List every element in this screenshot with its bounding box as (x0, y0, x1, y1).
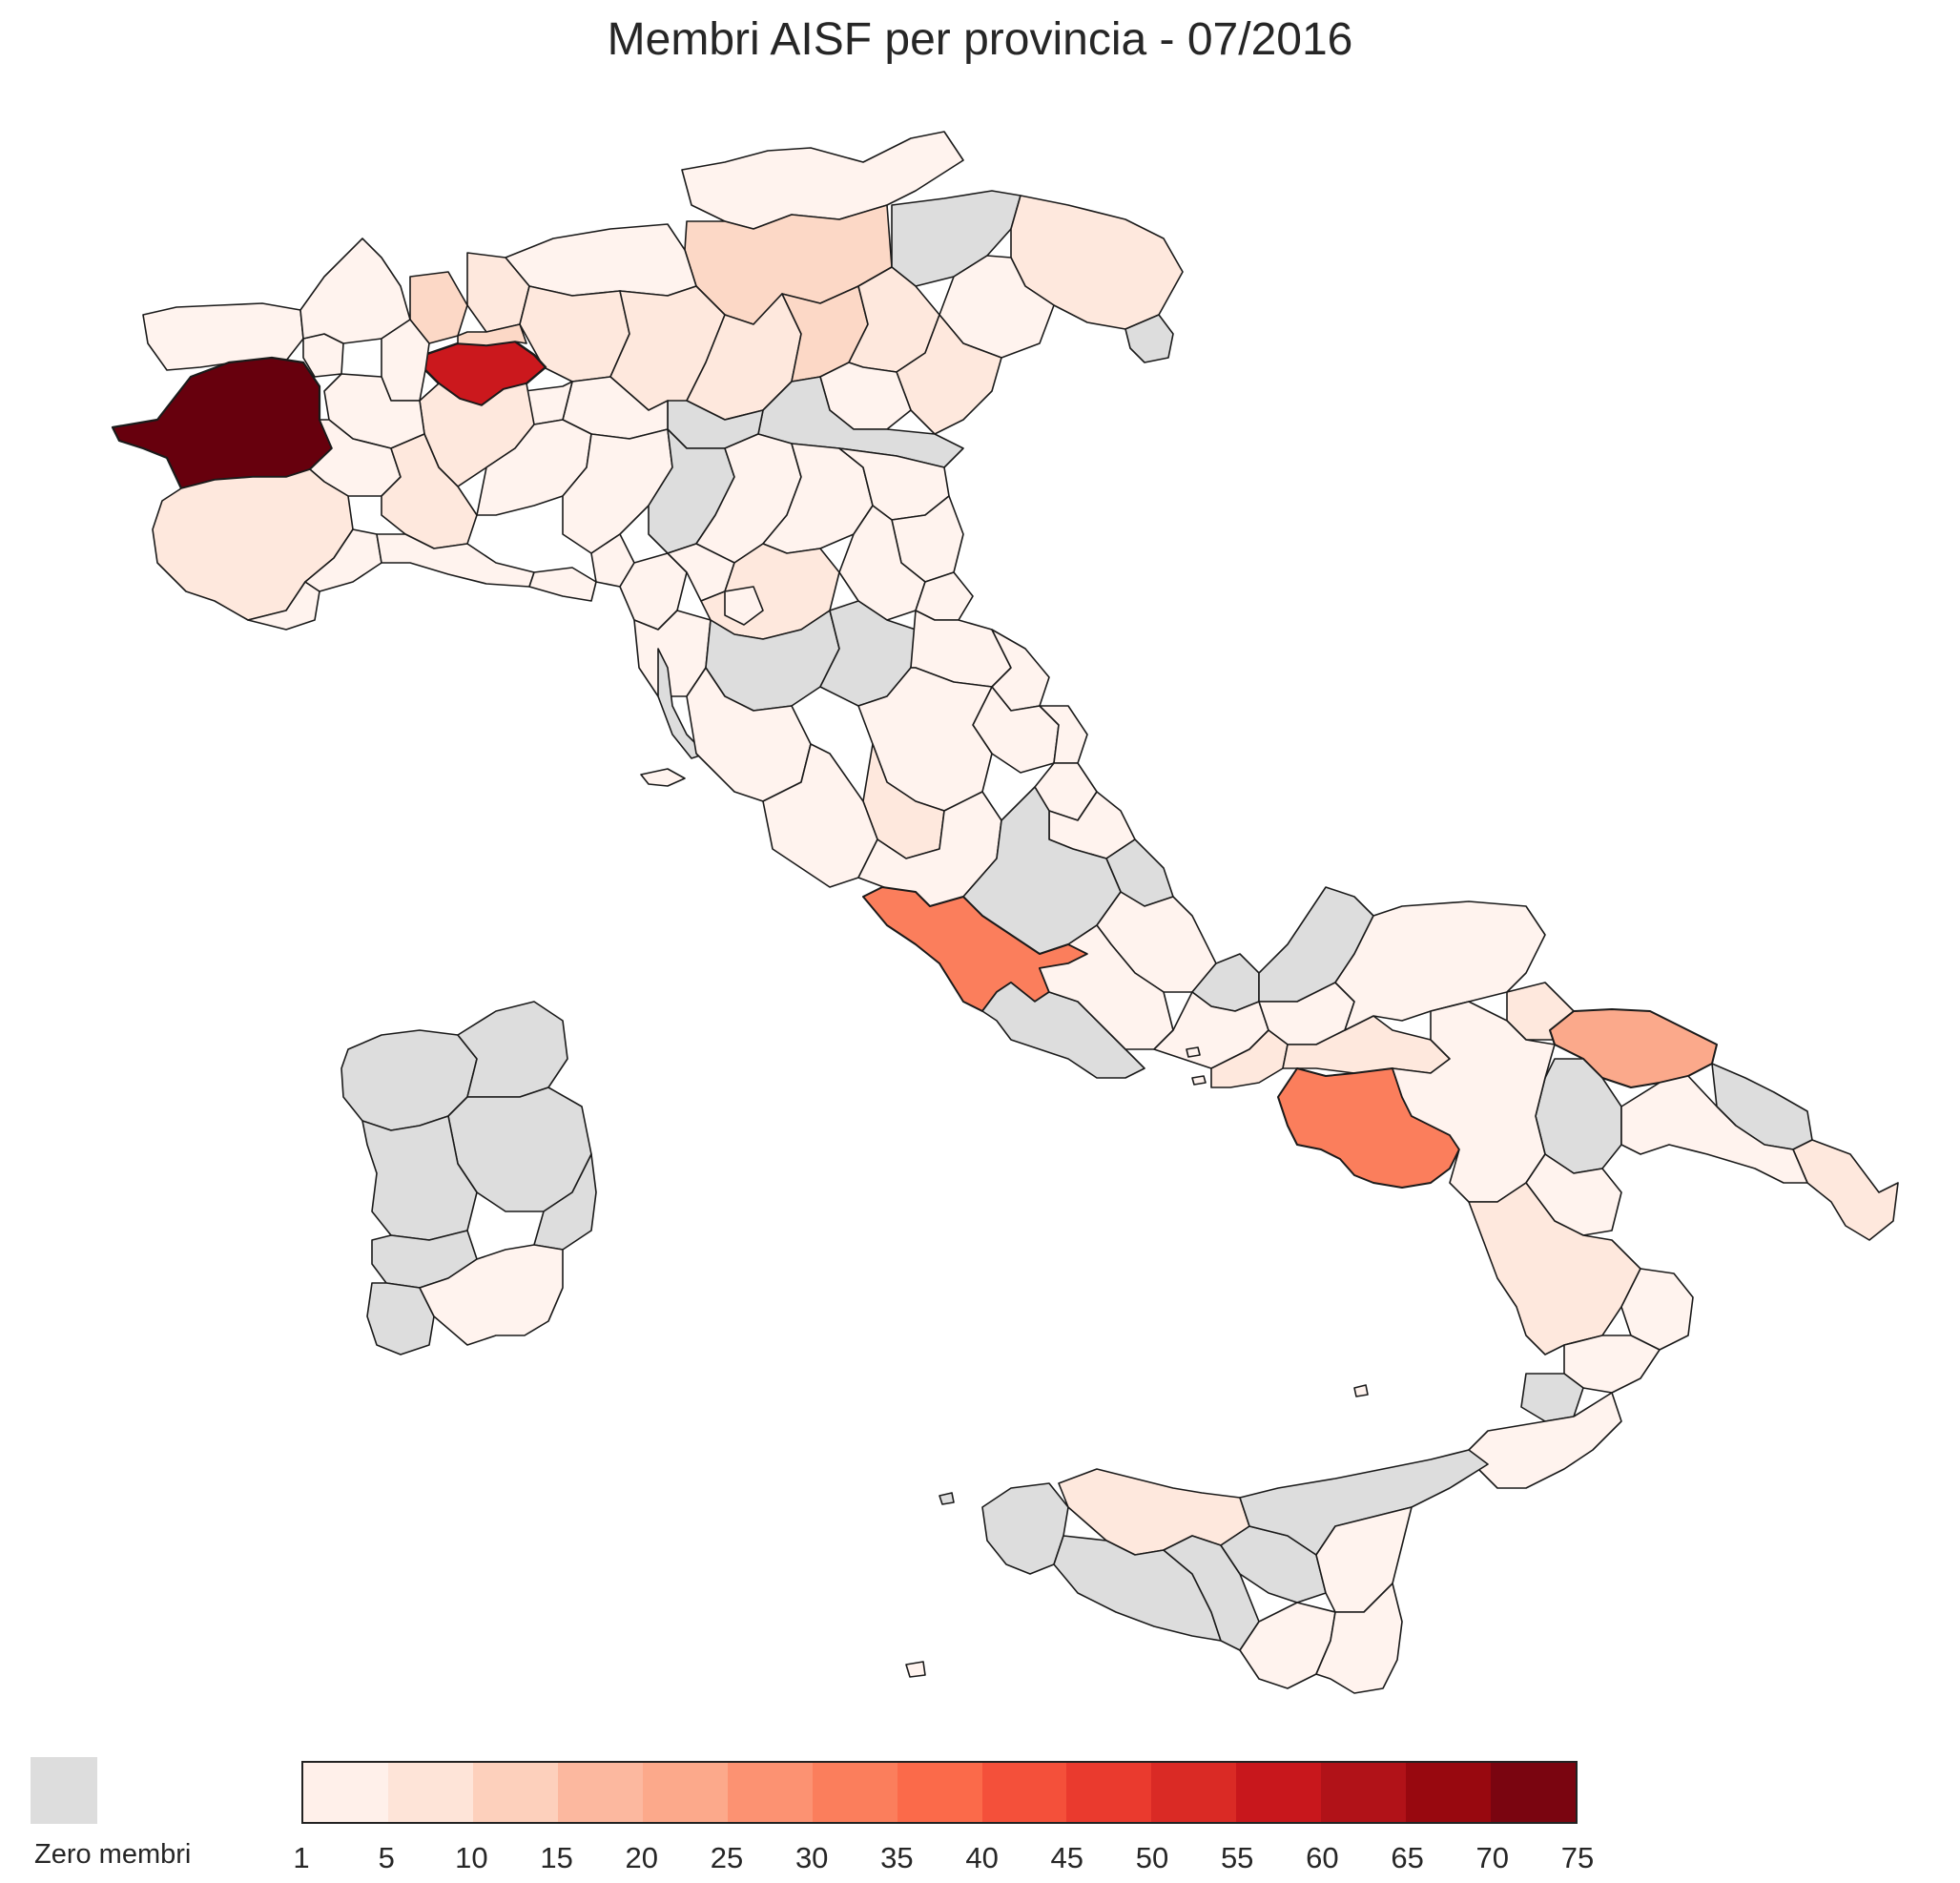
colorbar-segment (303, 1763, 388, 1822)
colorbar-tick-label: 1 (293, 1841, 310, 1874)
island-pantelleria (905, 1661, 926, 1678)
province-prato (724, 586, 764, 626)
province-monza (457, 323, 527, 346)
province-salento-mid (1620, 1075, 1808, 1184)
colorbar-segment (1406, 1763, 1492, 1822)
province-sondrio (505, 223, 697, 297)
province-crotone (1620, 1268, 1694, 1351)
island-egadi (939, 1492, 955, 1505)
map-title: Membri AISF per provincia - 07/2016 (607, 14, 1353, 65)
colorbar-tick-label: 5 (378, 1841, 395, 1874)
province-siracusa (1315, 1583, 1403, 1694)
island-elba (640, 768, 686, 787)
colorbar-segment (1491, 1763, 1577, 1822)
colorbar-tick-label: 75 (1560, 1841, 1595, 1874)
colorbar-tick-label: 40 (965, 1841, 999, 1874)
zero-members-label: Zero membri (34, 1839, 192, 1870)
colorbar-segment (557, 1763, 643, 1822)
island-ischia (1186, 1046, 1201, 1058)
colorbar-tick-label: 20 (625, 1841, 659, 1874)
colorbar-tick-label: 15 (540, 1841, 573, 1874)
province-vibo (1520, 1373, 1584, 1422)
province-carbonia (366, 1282, 435, 1355)
province-foggia (1334, 900, 1546, 1031)
zero-members-swatch (31, 1757, 97, 1824)
colorbar-segment (981, 1763, 1067, 1822)
colorbar-tick-label: 60 (1306, 1841, 1339, 1874)
province-la-spezia (528, 567, 597, 602)
colorbar-segment (1066, 1763, 1152, 1822)
province-cuneo (152, 468, 354, 621)
province-cagliari (419, 1244, 564, 1346)
province-trieste (1124, 314, 1174, 363)
colorbar-segment (387, 1763, 473, 1822)
province-potenza (1392, 1001, 1556, 1203)
colorbar-tick-label: 25 (710, 1841, 744, 1874)
colorbar-tick-label: 70 (1475, 1841, 1510, 1874)
province-cosenza (1468, 1182, 1641, 1355)
province-catania (1315, 1506, 1413, 1613)
colorbar-tick-label: 45 (1050, 1841, 1084, 1874)
province-lecce (1792, 1139, 1899, 1241)
province-latina (981, 982, 1145, 1079)
province-torino (111, 356, 334, 490)
province-messina (1239, 1449, 1489, 1556)
island-capri (1191, 1075, 1207, 1086)
province-aosta (142, 302, 304, 371)
colorbar (301, 1761, 1578, 1824)
province-olbia (457, 1001, 568, 1098)
province-vco (299, 238, 411, 344)
colorbar-tick-label: 50 (1135, 1841, 1169, 1874)
colorbar-segment (1321, 1763, 1407, 1822)
colorbar-segment (642, 1763, 728, 1822)
province-frosinone (1039, 924, 1174, 1050)
colorbar-segment (472, 1763, 558, 1822)
colorbar-tick-label: 30 (794, 1841, 829, 1874)
colorbar-tick-label: 35 (880, 1841, 914, 1874)
colorbar-segment (897, 1763, 982, 1822)
colorbar-segment (1151, 1763, 1237, 1822)
colorbar-tick-label: 65 (1391, 1841, 1424, 1874)
colorbar-segment (1236, 1763, 1322, 1822)
colorbar-tick-label: 55 (1220, 1841, 1254, 1874)
province-reggio-calabria (1468, 1392, 1622, 1489)
colorbar-segment (812, 1763, 897, 1822)
island-lipari (1353, 1384, 1369, 1397)
colorbar-tick-label: 10 (455, 1841, 488, 1874)
colorbar-segment (727, 1763, 813, 1822)
